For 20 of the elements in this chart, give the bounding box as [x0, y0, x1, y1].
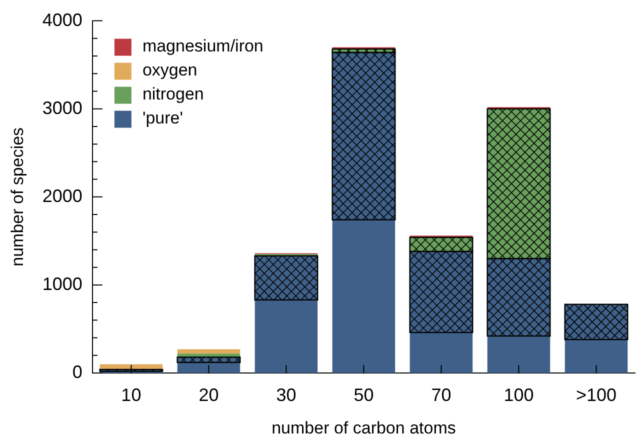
- legend-label: magnesium/iron: [142, 36, 264, 56]
- y-tick-label: 2000: [42, 186, 82, 206]
- x-tick-label: 50: [354, 384, 374, 405]
- legend-label: nitrogen: [142, 84, 204, 104]
- legend-label: 'pure': [142, 108, 183, 128]
- x-tick-label: >100: [576, 384, 617, 405]
- x-tick-label: 30: [276, 384, 296, 405]
- y-tick-label: 1000: [42, 274, 82, 294]
- x-tick-label: 100: [504, 384, 534, 405]
- x-axis-title: number of carbon atoms: [272, 418, 456, 438]
- bar: [100, 364, 163, 370]
- y-tick-label: 0: [72, 362, 82, 382]
- x-tick-label: 20: [198, 384, 219, 405]
- bar: [177, 349, 240, 354]
- y-axis-title: number of species: [8, 127, 27, 266]
- y-tick-label: 3000: [42, 98, 82, 118]
- x-tick-label: 70: [431, 384, 452, 405]
- y-tick-label: 4000: [42, 10, 82, 30]
- legend-label: oxygen: [142, 60, 198, 80]
- x-tick-label: 10: [121, 384, 142, 405]
